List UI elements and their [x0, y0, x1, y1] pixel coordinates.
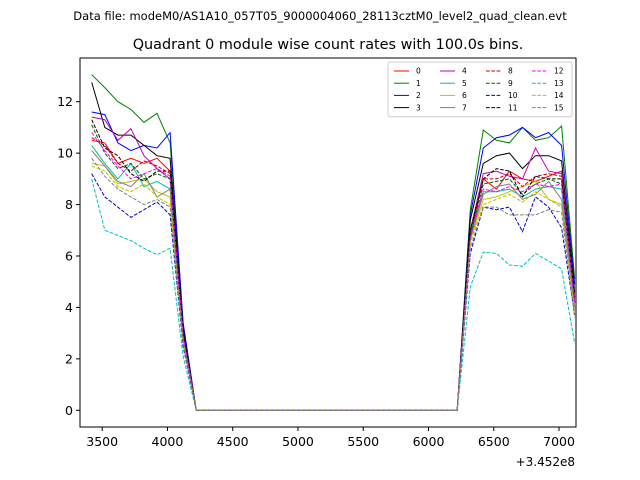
legend-label-13: 13	[554, 79, 564, 88]
axes-frame	[79, 57, 577, 428]
y-tick-label: 12	[57, 94, 73, 109]
y-tick-label: 0	[65, 403, 73, 418]
legend-label-1: 1	[416, 79, 421, 88]
legend-label-6: 6	[462, 91, 467, 100]
legend-label-15: 15	[554, 103, 564, 112]
x-tick-label: 5500	[347, 434, 379, 449]
legend-label-11: 11	[508, 103, 518, 112]
legend-label-14: 14	[554, 91, 564, 100]
x-offset-label: +3.452e8	[516, 455, 575, 469]
legend-box	[387, 61, 573, 118]
legend-label-7: 7	[462, 103, 467, 112]
legend-label-9: 9	[508, 79, 513, 88]
x-tick-label: 4500	[217, 434, 249, 449]
legend-label-3: 3	[416, 103, 421, 112]
x-axis: 3500 4000 4500 5000 5500 6000 6500 7000	[86, 427, 575, 449]
chart-suptitle: Data file: modeM0/AS1A10_057T05_90000040…	[73, 9, 567, 23]
legend-label-0: 0	[416, 67, 421, 76]
x-tick-label: 6500	[478, 434, 510, 449]
x-tick-label: 3500	[86, 434, 118, 449]
legend-label-4: 4	[462, 67, 467, 76]
legend-label-5: 5	[462, 79, 467, 88]
series-lines	[91, 74, 576, 411]
y-tick-label: 6	[65, 249, 73, 264]
legend-label-8: 8	[508, 67, 513, 76]
series-line-15	[91, 158, 576, 411]
y-tick-label: 10	[57, 146, 73, 161]
y-tick-label: 8	[65, 197, 73, 212]
chart-title: Quadrant 0 module wise count rates with …	[133, 37, 524, 53]
series-line-12	[91, 132, 576, 411]
x-tick-label: 7000	[543, 434, 575, 449]
y-tick-label: 4	[65, 300, 73, 315]
x-tick-label: 6000	[413, 434, 445, 449]
y-tick-label: 2	[65, 351, 73, 366]
x-tick-label: 5000	[282, 434, 314, 449]
legend-label-10: 10	[508, 91, 518, 100]
y-axis: 0 2 4 6 8 10 12	[57, 94, 80, 418]
x-tick-label: 4000	[152, 434, 184, 449]
legend-label-2: 2	[416, 91, 421, 100]
legend-label-12: 12	[554, 67, 564, 76]
